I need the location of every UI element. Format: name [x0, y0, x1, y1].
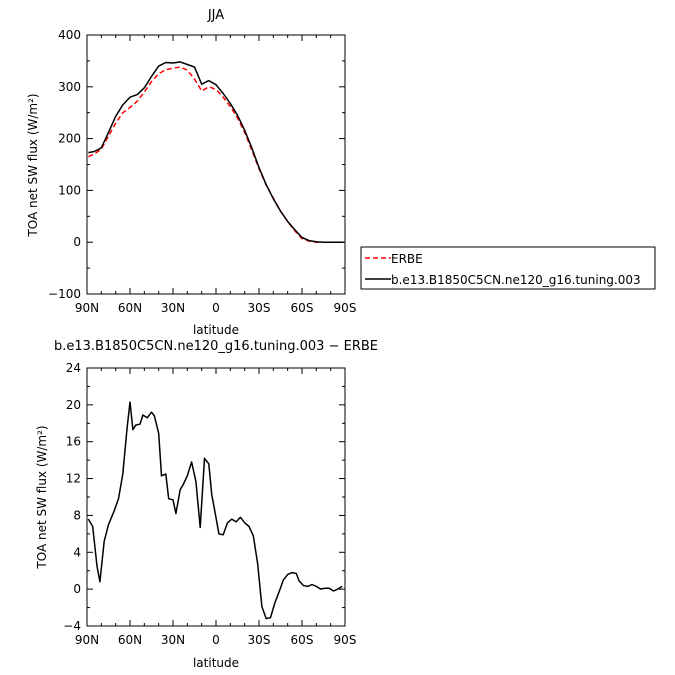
xtick-label: 30S	[248, 633, 271, 647]
series-line-1-0	[87, 401, 343, 620]
xtick-label: 0	[212, 301, 220, 315]
bottom-panel-frame	[86, 367, 346, 627]
legend-box	[360, 246, 656, 290]
ytick-label: 0	[73, 582, 81, 596]
top-panel-xticklabels: 90N 60N 30N 0 30S 60S 90S	[75, 301, 357, 315]
bottom-panel-series	[87, 401, 343, 620]
xtick-label: 90N	[75, 301, 99, 315]
legend-label-erbe: ERBE	[391, 252, 423, 266]
top-panel-series	[88, 61, 344, 243]
xtick-label: 90S	[334, 301, 357, 315]
top-panel-xlabel: latitude	[193, 323, 239, 337]
ytick-label: −4	[63, 619, 81, 633]
xtick-label: 60S	[291, 633, 314, 647]
top-panel-yticklabels: −100 0 100 200 300 400	[48, 28, 81, 301]
top-panel-ticks	[86, 34, 346, 295]
xtick-label: 90N	[75, 633, 99, 647]
ytick-label: −100	[48, 287, 81, 301]
bottom-panel-yticklabels: −4 0 4 8 12 16 20 24	[63, 361, 81, 633]
legend-label-model: b.e13.B1850C5CN.ne120_g16.tuning.003	[391, 273, 641, 287]
series-line-0-1	[88, 61, 344, 243]
top-panel-title: JJA	[207, 8, 224, 23]
xtick-label: 60N	[118, 633, 142, 647]
bottom-panel-xlabel: latitude	[193, 656, 239, 670]
xtick-label: 30N	[161, 301, 185, 315]
ytick-label: 12	[66, 472, 81, 486]
bottom-panel-xticklabels: 90N 60N 30N 0 30S 60S 90S	[75, 633, 357, 647]
top-panel-frame	[86, 34, 346, 295]
top-panel-ylabel: TOA net SW flux (W/m²)	[26, 93, 40, 237]
bottom-panel-title: b.e13.B1850C5CN.ne120_g16.tuning.003 − E…	[54, 339, 378, 354]
ytick-label: 16	[66, 435, 81, 449]
ytick-label: 300	[58, 80, 81, 94]
xtick-label: 30N	[161, 633, 185, 647]
ytick-label: 200	[58, 132, 81, 146]
legend: ERBE b.e13.B1850C5CN.ne120_g16.tuning.00…	[360, 246, 656, 290]
xtick-label: 30S	[248, 301, 271, 315]
xtick-label: 60N	[118, 301, 142, 315]
bottom-panel-ylabel: TOA net SW flux (W/m²)	[35, 425, 49, 569]
xtick-label: 60S	[291, 301, 314, 315]
xtick-label: 90S	[334, 633, 357, 647]
ytick-label: 4	[73, 545, 81, 559]
ytick-label: 24	[66, 361, 81, 375]
series-line-0-0	[88, 66, 344, 243]
ytick-label: 0	[73, 235, 81, 249]
xtick-label: 0	[212, 633, 220, 647]
ytick-label: 400	[58, 28, 81, 42]
ytick-label: 100	[58, 183, 81, 197]
bottom-panel-ticks	[86, 367, 346, 627]
bottom-panel: b.e13.B1850C5CN.ne120_g16.tuning.003 − E…	[35, 339, 378, 670]
ytick-label: 8	[73, 508, 81, 522]
ytick-label: 20	[66, 398, 81, 412]
